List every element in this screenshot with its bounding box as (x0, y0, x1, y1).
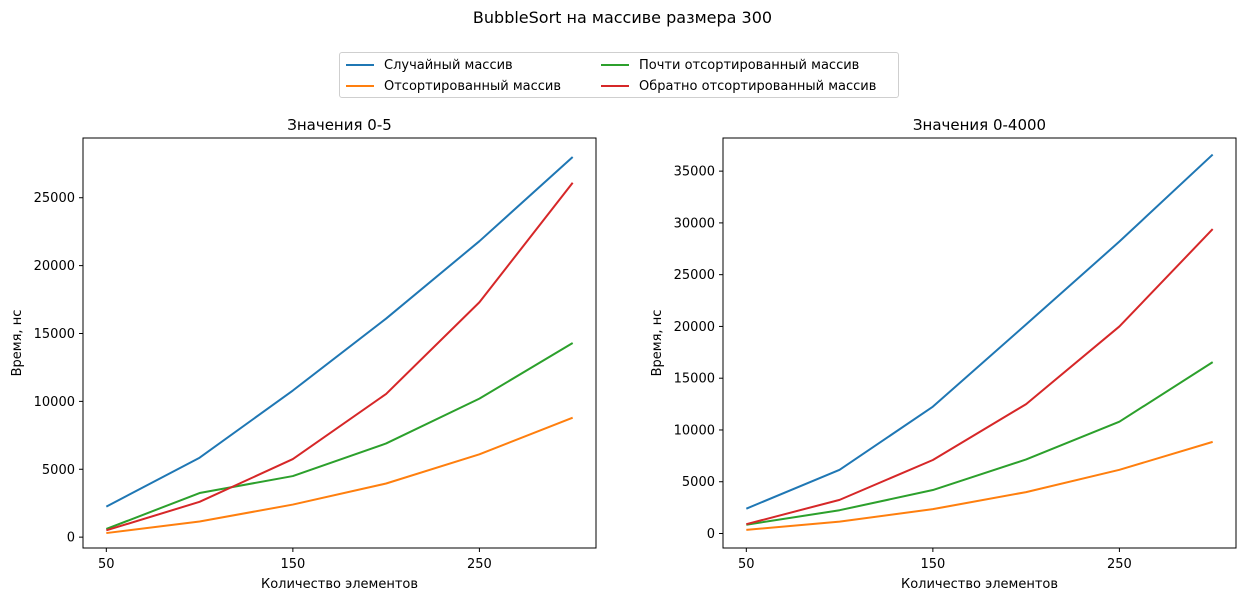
x-axis-label: Количество элементов (261, 577, 418, 592)
series-line-2 (746, 440, 1213, 531)
plot-frame (722, 137, 1237, 549)
legend-label-reversed: Обратно отсортированный массив (639, 78, 877, 94)
x-tick-label: 250 (1107, 557, 1132, 572)
plot-frame (82, 137, 597, 549)
y-tick-label: 15000 (34, 327, 75, 342)
legend-entry-random: Случайный массив (346, 55, 513, 75)
figure-title: BubbleSort на массиве размера 300 (472, 8, 773, 27)
x-tick-label: 50 (98, 557, 115, 572)
legend-entry-sorted: Отсортированный массив (346, 76, 561, 96)
y-tick-label: 10000 (674, 423, 715, 438)
chart-title: Значения 0-4000 (913, 116, 1046, 134)
legend-swatch-almost-sorted (601, 64, 629, 66)
series-line-4 (106, 182, 574, 532)
y-tick-label: 20000 (674, 320, 715, 335)
y-axis-label: Время, нс (10, 310, 25, 377)
y-axis-label: Время, нс (650, 310, 665, 377)
y-tick-label: 25000 (34, 191, 75, 206)
series-line-3 (105, 342, 574, 530)
legend: Случайный массив Отсортированный массив … (339, 52, 899, 98)
y-tick-label: 35000 (674, 165, 715, 180)
legend-entry-reversed: Обратно отсортированный массив (601, 76, 876, 96)
x-tick-label: 150 (280, 557, 305, 572)
y-tick-label: 20000 (34, 259, 75, 274)
y-tick-label: 15000 (674, 372, 715, 387)
chart-panel-1: 50 150 250 0 5000 10000 15000 20000 25000 Значени… (10, 116, 597, 592)
series-line-3 (746, 361, 1214, 526)
x-tick-label: 150 (920, 557, 945, 572)
y-tick-label: 25000 (674, 268, 715, 283)
series-line-1 (745, 153, 1214, 510)
y-tick-label: 0 (67, 531, 75, 546)
series-line-4 (746, 228, 1214, 526)
y-tick-label: 5000 (682, 475, 715, 490)
y-tick-label: 5000 (42, 463, 75, 478)
legend-swatch-random (346, 64, 374, 66)
y-tick-label: 0 (707, 527, 715, 542)
y-tick-label: 10000 (34, 395, 75, 410)
chart-panel-2: 50 150 250 0 5000 10000 15000 20000 25000 30000 35… (650, 116, 1237, 592)
legend-entry-almost-sorted: Почти отсортированный массив (601, 55, 859, 75)
x-axis-label: Количество элементов (901, 577, 1058, 592)
x-tick-label: 50 (738, 557, 755, 572)
legend-label-almost-sorted: Почти отсортированный массив (639, 57, 860, 73)
legend-swatch-sorted (346, 85, 374, 87)
chart-title: Значения 0-5 (287, 116, 392, 134)
y-tick-label: 30000 (674, 216, 715, 231)
series-line-1 (105, 156, 574, 508)
series-line-2 (106, 416, 574, 535)
x-tick-label: 250 (467, 557, 492, 572)
legend-swatch-reversed (601, 85, 629, 87)
legend-label-sorted: Отсортированный массив (384, 78, 562, 94)
legend-label-random: Случайный массив (384, 57, 513, 73)
